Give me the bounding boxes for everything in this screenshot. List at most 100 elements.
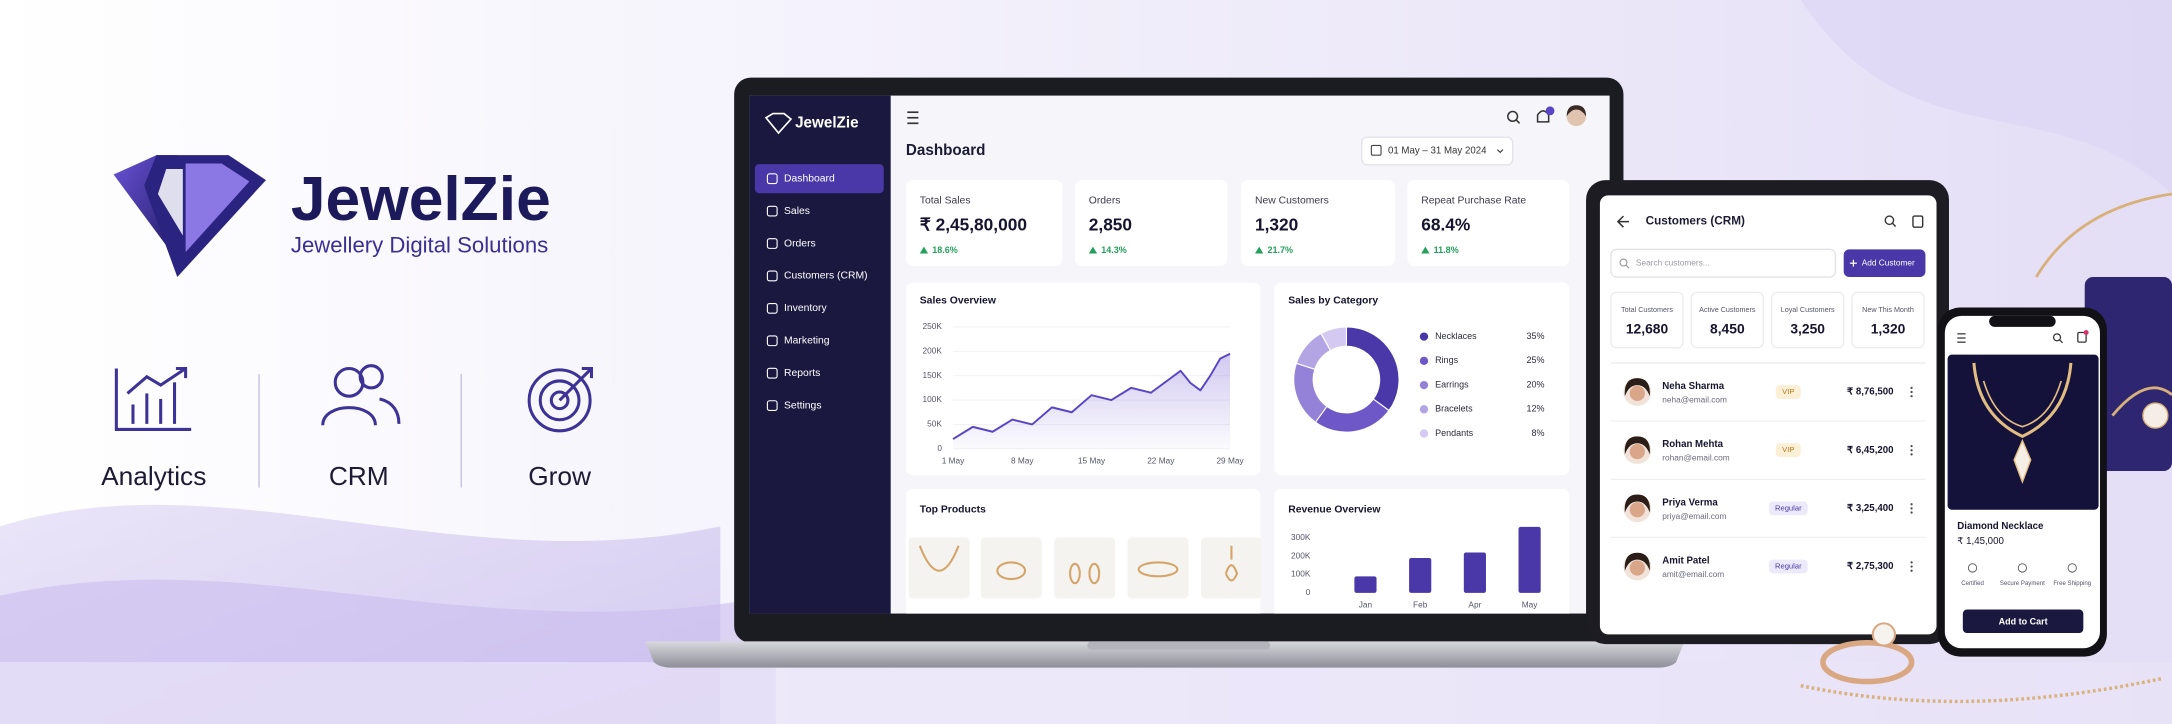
tier-badge: [1775, 385, 1801, 399]
x-tick-label: 29 May: [1216, 455, 1244, 465]
avatar-hair: [1624, 378, 1650, 397]
stat-value: 3,250: [1790, 320, 1825, 336]
kebab-dot: [1910, 561, 1913, 564]
nav-item[interactable]: Inventory: [784, 303, 827, 314]
y-tick-label: 250K: [923, 321, 943, 331]
bag-icon[interactable]: [1912, 215, 1924, 228]
menu-icon[interactable]: [907, 111, 919, 125]
search-box[interactable]: [1610, 248, 1837, 278]
plus-icon: [1849, 259, 1857, 267]
nav-icon: [766, 205, 778, 217]
x-tick-label: Jan: [1359, 600, 1373, 610]
y-tick-label: 100K: [1291, 569, 1311, 579]
kpi-label: Total Sales: [920, 196, 971, 207]
ring-stone: [1871, 622, 1896, 647]
customer-email: neha@email.com: [1662, 395, 1727, 405]
chart-title: Revenue Overview: [1288, 505, 1381, 516]
nav-item[interactable]: Orders: [784, 238, 816, 249]
nav-item[interactable]: Settings: [784, 400, 822, 411]
legend-swatch: [1419, 332, 1429, 341]
user-avatar[interactable]: [1566, 106, 1587, 127]
avatar-face: [1629, 385, 1645, 402]
x-tick-label: Feb: [1413, 600, 1428, 610]
product-necklace: [918, 545, 960, 572]
sidebar-brand: JewelZie: [795, 114, 858, 131]
x-tick-label: Apr: [1468, 600, 1481, 610]
customer-amount: ₹ 6,45,200: [1847, 445, 1894, 456]
nav-item[interactable]: Customers (CRM): [784, 271, 868, 282]
nav-item[interactable]: Marketing: [784, 336, 830, 347]
search-icon: [1619, 258, 1630, 269]
kpi-card: [1241, 180, 1395, 266]
kpi-change: 11.8%: [1434, 245, 1459, 255]
kebab-dot: [1910, 444, 1913, 448]
kebab-dot: [1910, 565, 1913, 568]
kebab-dot: [1910, 453, 1913, 456]
product-tile: [1054, 537, 1116, 599]
kebab-dot: [1910, 511, 1913, 514]
add-customer-label: Add Customer: [1862, 257, 1915, 267]
kpi-value: ₹ 2,45,80,000: [920, 214, 1027, 234]
donut-slice: [1320, 326, 1347, 352]
product-bracelet: [1137, 561, 1179, 578]
ring: [1820, 639, 1915, 685]
screen-bezel: [749, 613, 1610, 625]
add-to-cart-button[interactable]: [1962, 609, 2084, 634]
stat-label: Active Customers: [1699, 305, 1756, 314]
date-picker[interactable]: [1360, 136, 1514, 166]
search-icon[interactable]: [1507, 110, 1521, 124]
brand-tagline: Jewellery Digital Solutions: [291, 232, 548, 257]
bar: [1354, 576, 1377, 593]
customer-email: amit@email.com: [1662, 569, 1724, 579]
nav-item[interactable]: Reports: [784, 368, 820, 379]
tier-badge: [1775, 443, 1801, 458]
y-tick-label: 150K: [923, 370, 943, 380]
nav-item[interactable]: Dashboard: [784, 173, 835, 184]
trend-arrow: [1421, 246, 1430, 254]
kpi-change: 18.6%: [932, 245, 958, 255]
legend-label: Earrings: [1435, 379, 1469, 389]
stat-value: 12,680: [1626, 320, 1669, 336]
feature-label: CRM: [329, 461, 389, 491]
nav-icon: [766, 400, 778, 412]
bag-icon[interactable]: [2077, 331, 2087, 343]
kpi-label: Repeat Purchase Rate: [1421, 196, 1526, 207]
search-icon[interactable]: [2052, 333, 2064, 344]
menu-icon[interactable]: [1957, 333, 1966, 343]
avatar-face: [1629, 502, 1645, 518]
stat-label: Total Customers: [1621, 305, 1673, 314]
table-surface: [0, 662, 2172, 724]
feature-label: Analytics: [101, 461, 206, 491]
kebab-dot: [1910, 449, 1913, 452]
nav-icon: [766, 238, 778, 249]
kebab-dot: [1910, 503, 1913, 506]
customer-name: Rohan Mehta: [1662, 439, 1723, 450]
y-tick-label: 100K: [923, 394, 943, 404]
add-customer-button[interactable]: [1843, 249, 1926, 278]
laptop-base: [645, 641, 1685, 668]
y-tick-label: 300K: [1291, 532, 1311, 542]
legend-swatch: [1419, 380, 1429, 390]
customer-amount: ₹ 2,75,300: [1847, 561, 1894, 572]
feature-icon: [2067, 563, 2077, 573]
tier-badge: [1768, 501, 1808, 516]
nav-icon: [766, 270, 778, 282]
nav-item[interactable]: Sales: [784, 206, 810, 217]
pendant: [2013, 438, 2032, 485]
y-tick-label: 0: [937, 443, 942, 453]
legend-swatch: [1419, 405, 1429, 414]
kebab-dot: [1910, 390, 1913, 394]
card: [1274, 282, 1570, 476]
kebab-dot: [1910, 395, 1913, 398]
search-icon[interactable]: [1884, 215, 1897, 227]
calendar-icon: [1370, 144, 1382, 156]
chain: [1800, 677, 2162, 704]
stat-card: [1690, 291, 1765, 349]
search-placeholder: Search customers...: [1636, 257, 1710, 267]
chart-title: Top Products: [920, 505, 986, 516]
notification-dot: [1545, 106, 1555, 116]
avatar-face: [1629, 443, 1645, 460]
kpi-value: 68.4%: [1421, 214, 1470, 234]
stat-card: [1610, 291, 1684, 349]
